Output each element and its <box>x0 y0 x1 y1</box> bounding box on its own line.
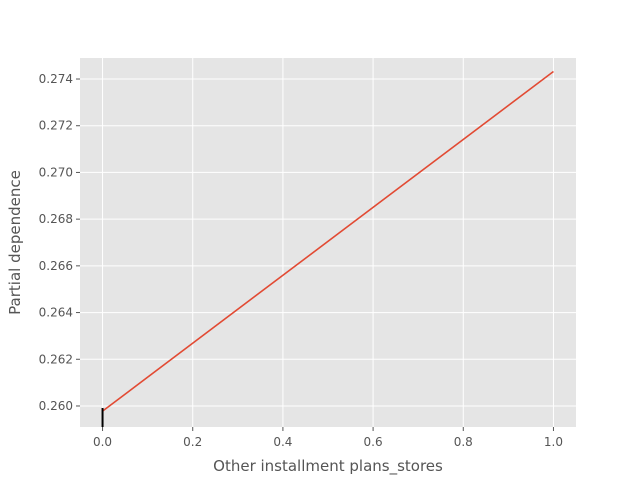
y-tick-label: 0.264 <box>39 306 73 320</box>
y-tick-label: 0.266 <box>39 259 73 273</box>
x-tick-label: 0.2 <box>183 435 202 449</box>
y-tick-label: 0.260 <box>39 399 73 413</box>
y-axis-ticks: 0.260 0.262 0.264 0.266 0.268 0.270 0.272 0.274 <box>39 72 80 413</box>
y-tick-label: 0.262 <box>39 352 73 366</box>
x-tick-label: 0.8 <box>454 435 473 449</box>
x-tick-label: 1.0 <box>544 435 563 449</box>
x-axis-ticks: 0.0 0.2 0.4 0.6 0.8 1.0 <box>93 427 563 449</box>
y-tick-label: 0.268 <box>39 212 73 226</box>
grid <box>80 58 576 427</box>
x-tick-label: 0.6 <box>364 435 383 449</box>
x-tick-label: 0.0 <box>93 435 112 449</box>
y-tick-label: 0.270 <box>39 165 73 179</box>
x-axis-label: Other installment plans_stores <box>213 457 443 476</box>
y-tick-label: 0.274 <box>39 72 73 86</box>
x-tick-label: 0.4 <box>273 435 292 449</box>
y-tick-label: 0.272 <box>39 119 73 133</box>
series-line <box>102 70 554 412</box>
series-layer <box>102 70 554 412</box>
y-axis-label: Partial dependence <box>6 170 24 315</box>
